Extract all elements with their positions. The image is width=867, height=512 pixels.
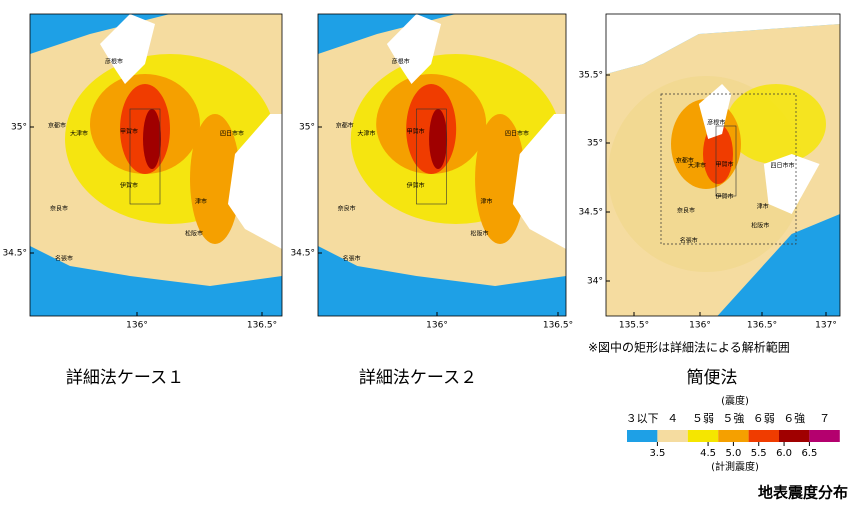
city-label: 彦根市 [707, 118, 725, 126]
x-axis-label: 136° [689, 321, 711, 331]
city-label: 京都市 [336, 122, 354, 130]
city-label: 津市 [195, 198, 207, 206]
y-axis-label: 34.5° [578, 208, 603, 218]
zone [190, 114, 240, 244]
legend-class: ７ [819, 412, 830, 425]
city-label: 名張市 [680, 237, 698, 245]
legend-swatch [657, 430, 688, 442]
city-label: 大津市 [357, 130, 375, 138]
legend-tick-label: 4.5 [700, 448, 716, 459]
legend-class: ４ [667, 412, 678, 425]
y-axis-label: 34.5° [2, 249, 27, 259]
city-label: 四日市市 [220, 130, 244, 138]
x-axis-label: 136.5° [747, 321, 777, 331]
legend-swatch [779, 430, 810, 442]
sea-north [606, 14, 840, 74]
legend-swatch [627, 430, 658, 442]
legend-tick-label: 5.5 [751, 448, 767, 459]
city-label: 奈良市 [677, 207, 695, 215]
y-axis-label: 34.5° [290, 249, 315, 259]
legend-class: ３以下 [626, 412, 659, 425]
x-axis-label: 137° [815, 321, 837, 331]
x-axis-label: 136° [426, 321, 448, 331]
legend-tick-label: 5.0 [725, 448, 741, 459]
zone [703, 124, 733, 184]
x-axis-label: 136° [126, 321, 148, 331]
map-frame [605, 13, 841, 317]
legend-class: ６強 [783, 412, 805, 425]
legend-class: ５強 [722, 412, 744, 425]
city-label: 彦根市 [392, 58, 410, 66]
figure-title: 地表震度分布 [758, 484, 848, 502]
legend-tick-label: 6.0 [776, 448, 792, 459]
city-label: 京都市 [48, 122, 66, 130]
legend-swatch [687, 430, 719, 442]
city-label: 松阪市 [185, 230, 203, 238]
y-axis-label: 35° [11, 123, 27, 133]
legend-tick-label: 3.5 [649, 448, 665, 459]
x-axis-label: 136.5° [543, 321, 573, 331]
city-label: 津市 [757, 202, 769, 210]
legend-class: ６弱 [753, 412, 775, 425]
y-axis-label: 35° [299, 123, 315, 133]
caption: 詳細法ケース１ [66, 368, 184, 388]
zone [143, 109, 161, 169]
legend-title: (震度) [721, 394, 749, 407]
bay [228, 114, 282, 249]
bay [512, 114, 566, 249]
legend-subtitle: (計測震度) [711, 460, 759, 473]
analysis-rect [416, 108, 447, 205]
city-label: 甲賀市 [120, 128, 138, 136]
map-frame [317, 13, 567, 317]
city-label: 大津市 [70, 130, 88, 138]
city-label: 四日市市 [505, 130, 529, 138]
city-label: 伊賀市 [716, 193, 734, 201]
city-label: 奈良市 [338, 205, 356, 213]
y-axis-label: 35.5° [578, 71, 603, 81]
analysis-rect [715, 125, 737, 197]
lake [100, 14, 155, 84]
zone [726, 84, 826, 164]
city-label: 松阪市 [751, 222, 769, 230]
zone [429, 109, 448, 169]
city-label: 伊賀市 [407, 182, 425, 190]
city-label: 奈良市 [50, 205, 68, 213]
city-label: 甲賀市 [407, 128, 425, 136]
lake [386, 14, 442, 84]
city-label: 大津市 [688, 162, 706, 170]
zone [475, 114, 526, 244]
city-label: 京都市 [676, 157, 694, 165]
x-axis-label: 135.5° [619, 321, 649, 331]
caption: 簡便法 [687, 368, 738, 388]
city-label: 松阪市 [471, 230, 489, 238]
caption: 詳細法ケース２ [359, 368, 477, 388]
map-frame [29, 13, 283, 317]
y-axis-label: 35° [587, 139, 603, 149]
x-axis-label: 136.5° [247, 321, 277, 331]
bay [763, 154, 820, 214]
city-label: 名張市 [343, 255, 361, 263]
y-axis-label: 34° [587, 277, 603, 287]
legend-swatch [748, 430, 779, 442]
analysis-rect [129, 108, 161, 205]
city-label: 彦根市 [105, 58, 123, 66]
legend-swatch [809, 430, 840, 442]
city-label: 四日市市 [771, 162, 795, 170]
legend-tick-label: 6.5 [801, 448, 817, 459]
city-label: 伊賀市 [120, 182, 138, 190]
city-label: 津市 [480, 198, 492, 206]
legend-class: ５弱 [692, 412, 714, 425]
note: ※図中の矩形は詳細法による解析範囲 [588, 340, 790, 355]
lake [698, 84, 732, 139]
city-label: 名張市 [55, 255, 73, 263]
legend-swatch [718, 430, 749, 442]
city-label: 甲賀市 [716, 160, 734, 168]
analysis-rect [660, 93, 797, 245]
